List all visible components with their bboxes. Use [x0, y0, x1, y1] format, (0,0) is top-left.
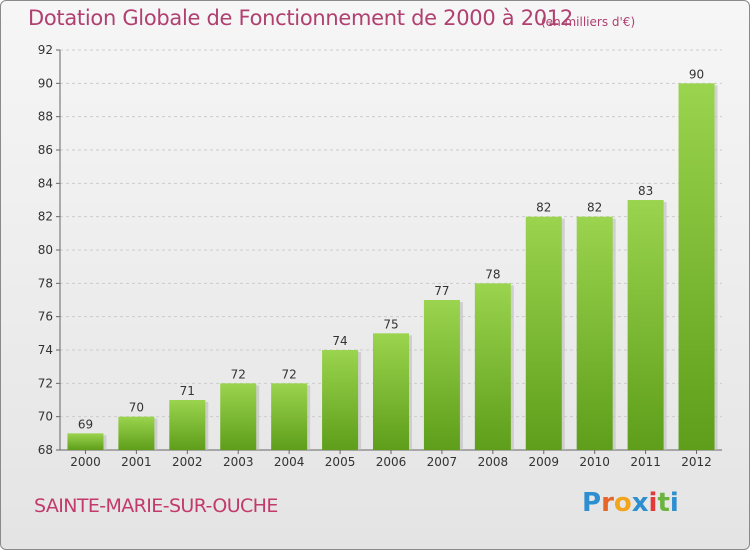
proxiti-logo: Proxiti [582, 488, 679, 518]
bar-2008 [474, 283, 511, 450]
logo-letter: i [669, 488, 679, 518]
bar-value-label: 69 [78, 417, 93, 431]
x-tick-label: 2007 [427, 455, 458, 469]
x-tick-label: 2010 [579, 455, 610, 469]
x-tick-label: 2004 [274, 455, 305, 469]
logo-letter: x [631, 488, 649, 518]
bar-2005 [322, 350, 359, 450]
x-tick-label: 2008 [478, 455, 509, 469]
bar-value-label: 75 [383, 317, 398, 331]
y-tick-label: 72 [38, 376, 53, 390]
y-tick-label: 80 [38, 243, 53, 257]
bar-2009 [525, 216, 562, 450]
bar-value-label: 70 [129, 401, 144, 415]
x-tick-label: 2002 [172, 455, 203, 469]
bar-value-label: 72 [282, 367, 297, 381]
x-tick-label: 2012 [681, 455, 712, 469]
bar-2001 [118, 416, 155, 450]
x-tick-label: 2011 [630, 455, 661, 469]
chart-title: Dotation Globale de Fonctionnement de 20… [28, 6, 573, 30]
chart-subtitle: (en milliers d'€) [541, 15, 636, 29]
x-tick-label: 2001 [121, 455, 152, 469]
bar-2003 [220, 383, 257, 450]
y-tick-label: 70 [38, 410, 53, 424]
y-tick-label: 82 [38, 210, 53, 224]
logo-letter: r [601, 488, 614, 518]
y-tick-label: 88 [38, 110, 53, 124]
bar-2004 [271, 383, 308, 450]
x-tick-label: 2006 [376, 455, 407, 469]
x-tick-label: 2005 [325, 455, 356, 469]
y-tick-label: 90 [38, 76, 53, 90]
commune-name: SAINTE-MARIE-SUR-OUCHE [34, 495, 278, 517]
bar-value-label: 71 [180, 384, 195, 398]
bar-value-label: 82 [587, 201, 602, 215]
logo-letter: P [582, 488, 602, 518]
bar-2006 [373, 333, 409, 450]
bar-2011 [627, 200, 664, 450]
y-tick-label: 78 [38, 276, 53, 290]
bar-2000 [67, 433, 104, 450]
bar-value-label: 72 [231, 367, 246, 381]
y-tick-label: 86 [38, 143, 53, 157]
logo-letter: i [648, 488, 658, 518]
y-tick-label: 74 [38, 343, 53, 357]
bar-value-label: 77 [434, 284, 449, 298]
x-tick-label: 2009 [528, 455, 559, 469]
bar-value-label: 83 [638, 184, 653, 198]
x-tick-label: 2003 [223, 455, 254, 469]
y-tick-label: 92 [38, 43, 53, 57]
bar-2012 [678, 83, 715, 450]
logo-letter: t [657, 488, 670, 518]
logo-letter: o [613, 488, 632, 518]
y-tick-label: 76 [38, 310, 53, 324]
bar-value-label: 90 [689, 67, 704, 81]
y-tick-label: 68 [38, 443, 53, 457]
bar-value-label: 82 [536, 201, 551, 215]
bar-2007 [423, 300, 460, 450]
x-tick-label: 2000 [70, 455, 101, 469]
bar-value-label: 78 [485, 267, 500, 281]
y-tick-label: 84 [38, 176, 53, 190]
bar-2010 [576, 216, 613, 450]
bar-2002 [169, 400, 206, 450]
bar-value-label: 74 [332, 334, 347, 348]
